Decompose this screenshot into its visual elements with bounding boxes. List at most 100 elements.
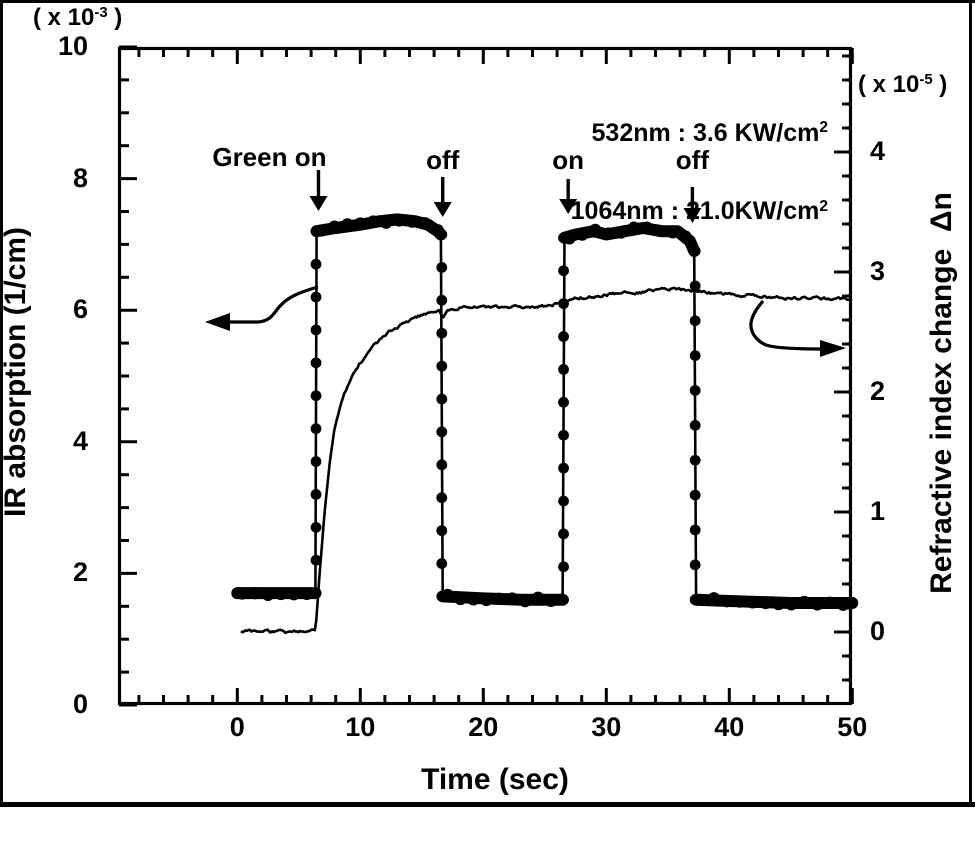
- right-scale-pre: ( x 10: [858, 71, 920, 98]
- y-right-tick-label: 3: [870, 256, 886, 286]
- left-scale-multiplier: ( x 10-3 ): [33, 5, 122, 30]
- ir-curve-band-dot: [274, 587, 288, 601]
- ir-curve-band-dot: [836, 598, 850, 611]
- ir-curve-band-dot: [405, 215, 419, 228]
- ir-curve-band-dot: [679, 230, 692, 243]
- ir-curve-band-dot: [707, 592, 721, 605]
- x-tick-label: 40: [714, 712, 745, 742]
- event-label: on: [552, 145, 585, 175]
- y-right-tick-label: 2: [870, 376, 886, 406]
- x-tick-label: 50: [837, 712, 868, 742]
- legend-532nm-text: 532nm : 3.6 KW/cm: [591, 118, 820, 147]
- right-axis-pointer-line: [749, 299, 823, 351]
- ir-curve-band-dot: [454, 592, 467, 606]
- y-right-tick-label: 1: [870, 496, 886, 526]
- ir-curve-band-dot: [261, 588, 275, 602]
- ir-curve-band-dot: [576, 228, 589, 241]
- ir-curve-band-dot: [602, 227, 615, 240]
- x-tick-label: 20: [468, 712, 499, 742]
- ir-curve-band-dot: [249, 587, 262, 600]
- y-left-tick-label: 8: [72, 162, 88, 193]
- ir-curve-band-dot: [506, 592, 519, 605]
- y-left-tick-label: 0: [72, 689, 88, 719]
- y-right-tick-label: 4: [870, 136, 886, 166]
- ir-curve-band-dot: [287, 588, 300, 601]
- figure-border-bottom: [0, 802, 975, 807]
- ir-curve-band-dot: [772, 598, 785, 611]
- ir-curve-band-dot: [811, 598, 824, 611]
- legend-line-1064nm: 1064nm : 21.0KW/cm2: [571, 198, 828, 224]
- ir-curve-band-dot: [666, 226, 679, 239]
- event-arrow-head: [559, 199, 578, 214]
- y-right-tick-label: 0: [870, 616, 886, 646]
- event-label: Green on: [212, 142, 327, 172]
- x-tick-label: 10: [345, 712, 376, 742]
- right-scale-exponent: -5: [919, 71, 933, 88]
- y-left-tick-label: 6: [72, 294, 88, 325]
- ir-curve-band-dot: [236, 587, 249, 600]
- right-axis-pointer-head: [820, 340, 846, 357]
- ir-curve-band-dot: [531, 591, 545, 604]
- ir-curve-band-dot: [392, 214, 406, 227]
- refractive-index-curve: [240, 286, 853, 635]
- plot-canvas: [117, 45, 859, 707]
- ir-curve-band-dot: [519, 595, 532, 608]
- event-arrow-head: [309, 196, 328, 211]
- ir-curve-band-dot: [341, 218, 354, 231]
- ir-curve-band-dot: [441, 588, 454, 602]
- ir-curve-band-dot: [589, 223, 602, 236]
- left-scale-pre: ( x 10: [33, 4, 95, 31]
- ir-curve-band-dot: [418, 217, 431, 230]
- ir-curve-band-dot: [759, 596, 772, 610]
- event-arrow-head: [433, 202, 452, 217]
- right-scale-post: ): [932, 71, 948, 98]
- ir-curve-band-dot: [431, 224, 444, 237]
- figure-border-right: [969, 0, 972, 806]
- ir-curve-band-dot: [367, 215, 380, 228]
- ir-curve-band-dot: [720, 595, 733, 608]
- ir-curve-band-dot: [480, 593, 493, 607]
- ir-curve-band-dot: [614, 226, 628, 239]
- ir-curve-band-dot: [627, 221, 641, 234]
- ir-curve-band-dot: [653, 224, 666, 238]
- ir-curve-band-dot: [733, 595, 746, 608]
- x-axis-title: Time (sec): [421, 763, 569, 796]
- figure-border-left: [0, 0, 3, 806]
- left-scale-exponent: -3: [94, 4, 108, 21]
- ir-curve-band-dot: [354, 217, 367, 230]
- ir-curve-band-dot: [467, 593, 480, 606]
- right-scale-multiplier: ( x 10-5 ): [858, 72, 947, 97]
- ir-curve-band-dot: [328, 220, 341, 233]
- legend-1064nm-exponent: 2: [819, 197, 828, 215]
- x-tick-label: 0: [229, 712, 245, 742]
- left-axis-pointer-head: [205, 313, 230, 331]
- legend-1064nm-text: 1064nm : 21.0KW/cm: [570, 197, 820, 226]
- ir-curve-band-dot: [694, 593, 708, 607]
- ir-curve-band-dot: [746, 596, 759, 609]
- y-axis-left-title: IR absorption (1/cm): [0, 226, 32, 518]
- x-tick-label: 30: [591, 712, 622, 742]
- ir-curve-band-dot: [544, 594, 558, 607]
- ir-curve-band-dot: [493, 592, 506, 605]
- left-axis-pointer-line: [229, 285, 319, 324]
- legend-line-532nm: 532nm : 3.6 KW/cm2: [571, 118, 828, 147]
- ir-curve-band-dot: [315, 224, 328, 237]
- ir-curve-band-dot: [798, 595, 811, 608]
- y-left-tick-label: 2: [72, 557, 88, 588]
- legend-532nm-exponent: 2: [819, 118, 828, 136]
- ir-curve-band-dot: [640, 221, 653, 234]
- figure-border-top: [0, 0, 975, 3]
- left-scale-post: ): [107, 4, 123, 31]
- ir-curve-band-dot: [380, 216, 393, 229]
- y-axis-right-title: Refractive index change Δn: [925, 192, 958, 594]
- event-label: off: [426, 145, 460, 175]
- ir-curve-band-dot: [824, 596, 837, 609]
- event-label: off: [675, 145, 709, 175]
- y-left-tick-label: 4: [72, 425, 88, 456]
- y-left-tick-label: 10: [57, 31, 88, 61]
- legend: 532nm : 3.6 KW/cm2 1064nm : 21.0KW/cm2: [571, 67, 828, 277]
- ir-curve-band-dot: [563, 232, 576, 245]
- ir-curve-band-dot: [300, 587, 313, 601]
- ir-curve-band-dot: [785, 598, 798, 611]
